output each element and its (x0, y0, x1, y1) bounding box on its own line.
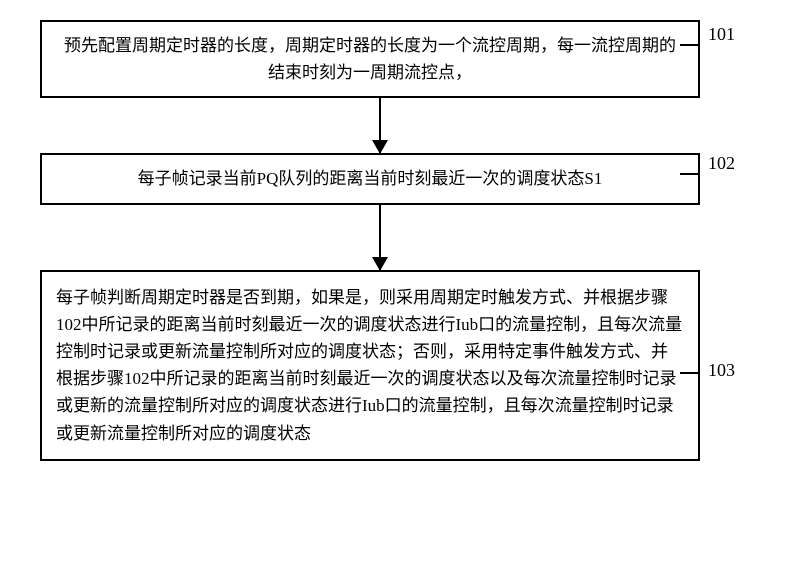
arrow-102-to-103 (379, 205, 381, 270)
step-label-101: 101 (708, 24, 735, 45)
flowchart-container: 预先配置周期定时器的长度，周期定时器的长度为一个流控周期，每一流控周期的结束时刻… (40, 20, 760, 461)
step-box-103: 每子帧判断周期定时器是否到期，如果是，则采用周期定时触发方式、并根据步骤102中… (40, 270, 700, 461)
step-id-102: 102 (708, 153, 735, 173)
label-line-101 (680, 44, 700, 46)
arrow-head-2 (372, 257, 388, 271)
label-line-103 (680, 372, 700, 374)
step-label-103: 103 (708, 360, 735, 381)
label-line-102 (680, 173, 700, 175)
arrow-101-to-102 (379, 98, 381, 153)
step-group-103: 每子帧判断周期定时器是否到期，如果是，则采用周期定时触发方式、并根据步骤102中… (40, 270, 760, 461)
arrow-head-1 (372, 140, 388, 154)
step-id-101: 101 (708, 24, 735, 44)
step-group-102: 每子帧记录当前PQ队列的距离当前时刻最近一次的调度状态S1 102 (40, 153, 760, 204)
step-box-101: 预先配置周期定时器的长度，周期定时器的长度为一个流控周期，每一流控周期的结束时刻… (40, 20, 700, 98)
step-group-101: 预先配置周期定时器的长度，周期定时器的长度为一个流控周期，每一流控周期的结束时刻… (40, 20, 760, 98)
step-id-103: 103 (708, 360, 735, 380)
step-label-102: 102 (708, 153, 735, 174)
step-box-102: 每子帧记录当前PQ队列的距离当前时刻最近一次的调度状态S1 (40, 153, 700, 204)
